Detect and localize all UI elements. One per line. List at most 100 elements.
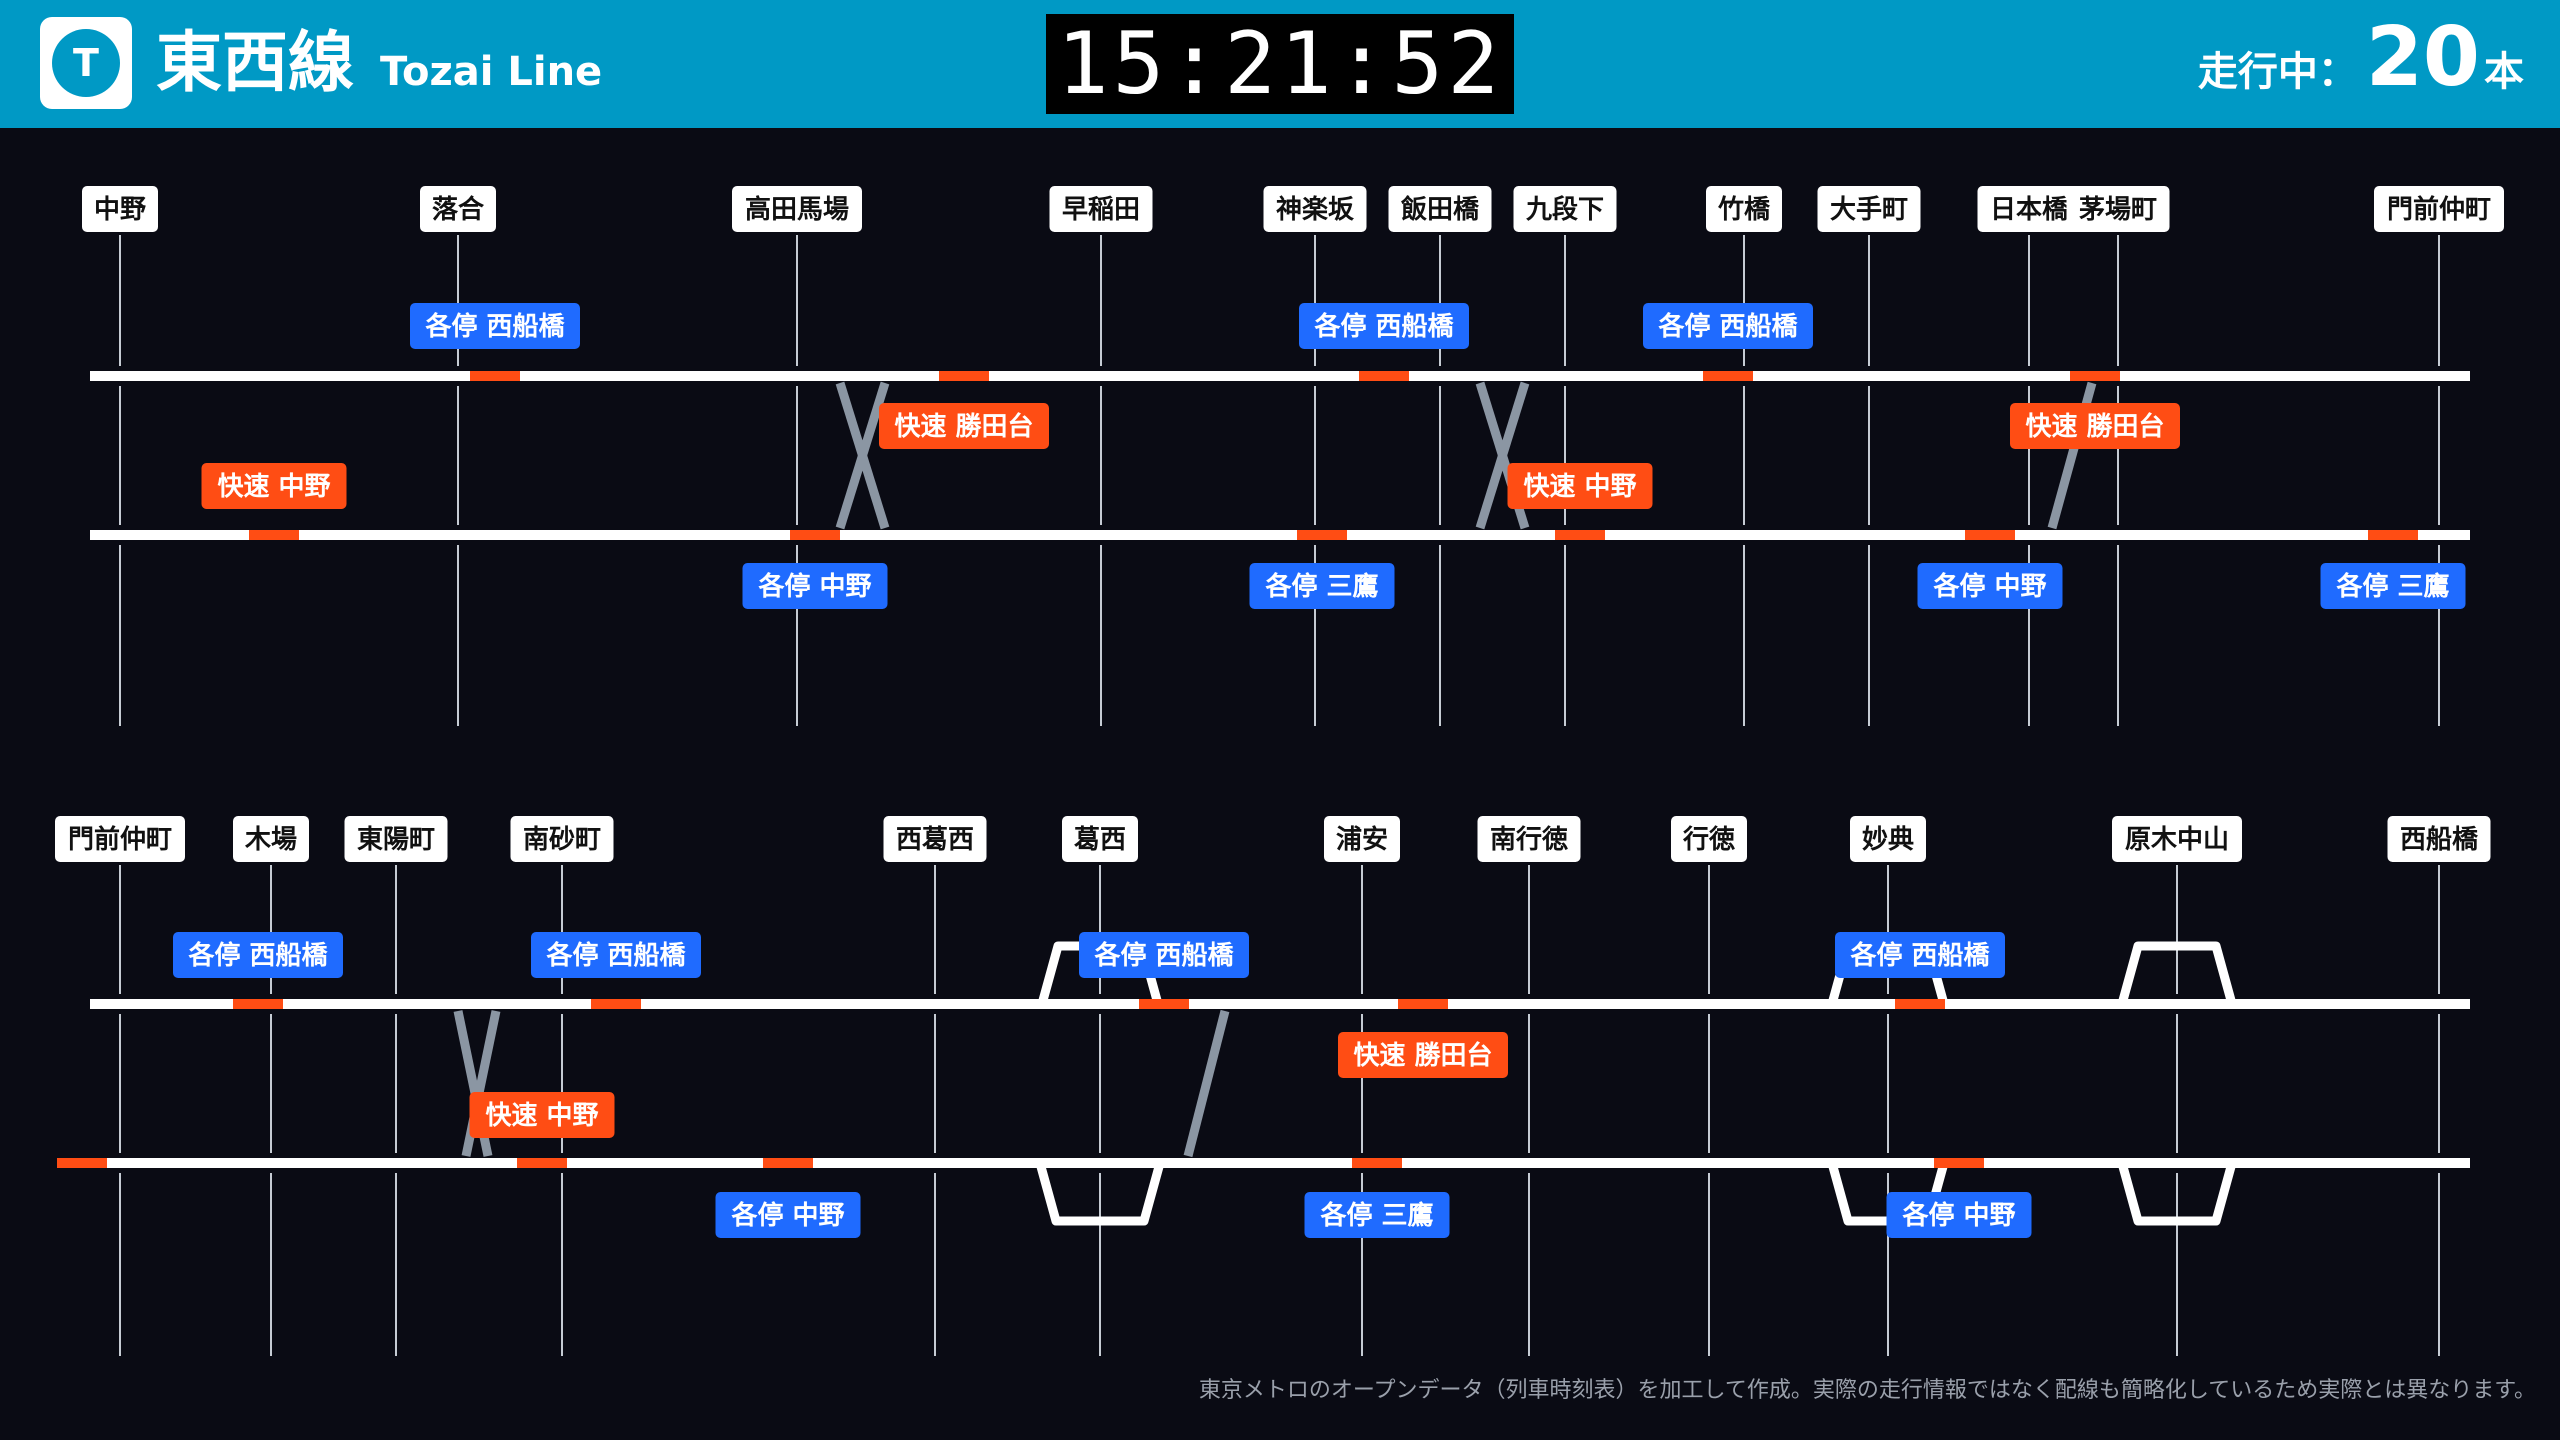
siding-track-1-5 xyxy=(2117,1161,2237,1226)
train-badge-rapid: 快速 中野 xyxy=(201,463,347,509)
station-label-bg xyxy=(1062,816,1138,862)
logo-ring-icon: T xyxy=(52,29,120,97)
station-label-text: 中野 xyxy=(94,195,146,225)
train-marker xyxy=(249,530,299,540)
train-badge-local-bg xyxy=(531,932,701,978)
train-badge-rapid-text: 快速 中野 xyxy=(485,1101,598,1131)
station-label-bg xyxy=(82,186,158,232)
line-name-english: Tozai Line xyxy=(380,49,603,95)
station-label: 神楽坂 xyxy=(1263,186,1367,232)
train-badge-rapid-bg xyxy=(1507,463,1653,509)
siding-track-1-4 xyxy=(2117,941,2237,1006)
crossover-track-1-2 xyxy=(1183,1009,1230,1158)
train-badge-local-text: 各停 西船橋 xyxy=(424,311,565,342)
station-label-bg xyxy=(1671,816,1747,862)
train-badge-rapid-bg xyxy=(879,403,1049,449)
station-label-bg xyxy=(55,816,185,862)
station-label-text: 神楽坂 xyxy=(1276,195,1355,225)
station-label-text: 落合 xyxy=(432,194,485,225)
train-marker xyxy=(1352,1158,1402,1168)
station-label-text: 早稲田 xyxy=(1062,195,1140,225)
train-marker xyxy=(1965,530,2015,540)
station-label: 大手町 xyxy=(1817,186,1921,232)
logo-letter: T xyxy=(73,41,99,85)
station-label-bg xyxy=(2387,816,2491,862)
station-label-bg xyxy=(344,816,448,862)
station-label: 九段下 xyxy=(1513,186,1617,232)
train-badge-local: 各停 三鷹 xyxy=(1304,1192,1450,1238)
station-label-text: 行徳 xyxy=(1682,824,1735,855)
train-badge-rapid: 快速 勝田台 xyxy=(2010,403,2180,449)
digital-clock: 15:21:52 xyxy=(1046,14,1514,114)
train-badge-local-text: 各停 中野 xyxy=(1932,571,2046,602)
station-label-bg xyxy=(1850,816,1926,862)
train-badge-rapid-text: 快速 中野 xyxy=(217,472,330,502)
header-bar: T 東西線 Tozai Line 15:21:52 走行中：20 本 xyxy=(0,0,2560,128)
train-badge-local-bg xyxy=(1643,303,1813,349)
station-label-text: 浦安 xyxy=(1336,824,1388,855)
station-label: 葛西 xyxy=(1062,816,1138,862)
station-label: 門前仲町 xyxy=(55,816,185,862)
train-marker xyxy=(939,371,989,381)
train-badge-rapid-text: 快速 中野 xyxy=(1523,472,1636,502)
station-label: 茅場町 xyxy=(2066,186,2170,232)
train-marker xyxy=(233,999,283,1009)
train-badge-local-text: 各停 西船橋 xyxy=(1093,940,1234,971)
train-badge-local-bg xyxy=(715,1192,861,1238)
station-label: 飯田橋 xyxy=(1388,186,1492,232)
station-label: 浦安 xyxy=(1324,816,1400,862)
train-badge-local: 各停 中野 xyxy=(1886,1192,2032,1238)
train-badge-local: 各停 中野 xyxy=(742,563,888,609)
train-badge-local-bg xyxy=(2320,563,2466,609)
station-label: 日本橋 xyxy=(1977,186,2081,232)
train-marker xyxy=(763,1158,813,1168)
train-badge-rapid-bg xyxy=(2010,403,2180,449)
station-label-bg xyxy=(420,186,496,232)
train-marker xyxy=(517,1158,567,1168)
station-label-bg xyxy=(1817,186,1921,232)
crossover-track-0-1 xyxy=(835,381,890,530)
train-marker xyxy=(1359,371,1409,381)
station-label: 妙典 xyxy=(1850,816,1926,862)
train-badge-rapid: 快速 中野 xyxy=(469,1092,615,1138)
train-badge-local-bg xyxy=(742,563,888,609)
train-badge-local-text: 各停 中野 xyxy=(757,571,871,602)
train-marker xyxy=(1555,530,1605,540)
station-label-text: 葛西 xyxy=(1073,825,1126,855)
train-badge-rapid: 快速 勝田台 xyxy=(1338,1032,1508,1078)
running-label: 走行中： xyxy=(2197,49,2358,95)
station-label-bg xyxy=(233,816,309,862)
train-badge-local: 各停 中野 xyxy=(1917,563,2063,609)
station-label-bg xyxy=(1477,816,1581,862)
train-badge-local-text: 各停 三鷹 xyxy=(2335,571,2449,602)
train-badge-local-text: 各停 三鷹 xyxy=(1264,571,1378,602)
train-badge-local-bg xyxy=(1886,1192,2032,1238)
station-label-bg xyxy=(1324,816,1400,862)
train-badge-local-text: 各停 西船橋 xyxy=(1313,311,1454,342)
station-label-text: 南行徳 xyxy=(1490,824,1568,855)
train-badge-local-bg xyxy=(1249,563,1395,609)
station-label-text: 門前仲町 xyxy=(68,824,172,855)
station-label: 竹橋 xyxy=(1706,186,1782,232)
train-badge-local: 各停 西船橋 xyxy=(1835,932,2005,978)
train-badge-local-bg xyxy=(1304,1192,1450,1238)
train-badge-local-text: 各停 西船橋 xyxy=(187,940,328,971)
train-badge-local: 各停 西船橋 xyxy=(1643,303,1813,349)
running-unit: 本 xyxy=(2484,49,2524,95)
station-label: 南砂町 xyxy=(510,816,614,862)
train-marker xyxy=(1398,999,1448,1009)
train-badge-rapid-text: 快速 勝田台 xyxy=(2025,411,2164,442)
train-badge-local-bg xyxy=(1917,563,2063,609)
siding-track-1-1 xyxy=(1035,1161,1165,1226)
train-badge-local-bg xyxy=(1835,932,2005,978)
data-source-footnote: 東京メトロのオープンデータ（列車時刻表）を加工して作成。実際の走行情報ではなく配… xyxy=(1198,1378,2536,1403)
station-label: 中野 xyxy=(82,186,158,232)
train-badge-rapid-bg xyxy=(469,1092,615,1138)
station-label-text: 西船橋 xyxy=(2400,824,2479,855)
station-label-text: 日本橋 xyxy=(1990,195,2069,225)
station-label-bg xyxy=(1388,186,1492,232)
train-badge-local-bg xyxy=(1299,303,1469,349)
station-label-bg xyxy=(2066,186,2170,232)
station-label-bg xyxy=(2112,816,2242,862)
station-label-text: 高田馬場 xyxy=(745,194,849,225)
